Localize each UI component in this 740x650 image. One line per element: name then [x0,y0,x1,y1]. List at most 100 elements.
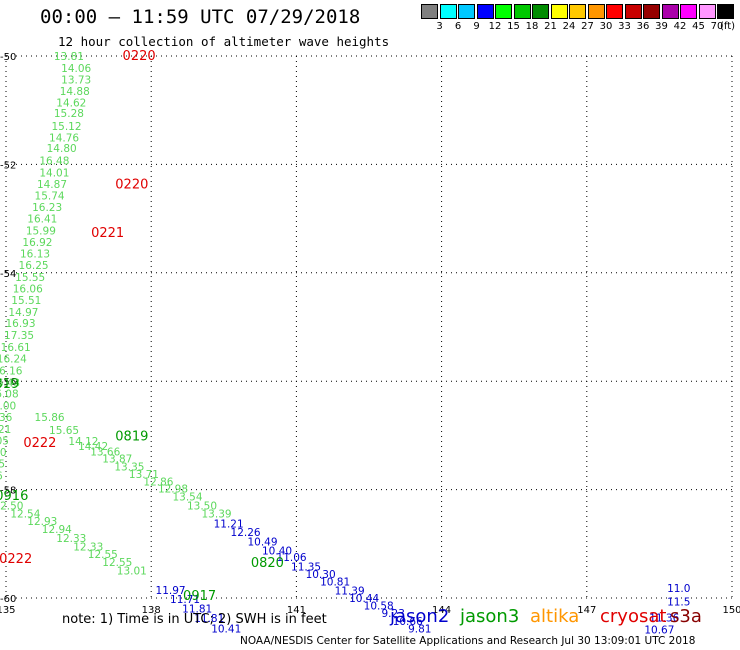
wave-height-label: 15.51 [11,295,41,307]
wave-height-label: 15.55 [15,272,45,284]
wave-height-label: 13.39 [202,508,232,520]
wave-height-label: 16.92 [22,237,52,249]
wave-height-label: 15.15 [0,459,5,471]
wave-height-label: 11.06 [277,552,307,564]
scale-swatch [513,4,531,19]
wave-height-label: 15.28 [54,108,84,120]
wave-height-label: 16.24 [0,353,27,365]
wave-height-label: 14.87 [37,179,67,191]
scale-label: 33 [618,21,631,32]
scale-swatch [680,4,697,19]
color-scale-legend: 3 6 9 12 15 18 21 24 27 30 33 36 39 42 45 70 (ft) [421,4,740,34]
scale-swatch [717,4,734,19]
wave-height-label: 15.74 [35,190,65,202]
scale-label: 45 [692,21,705,32]
satellite-legend-cryosat: cryosat [600,606,667,627]
wave-height-label: 16.25 [19,260,49,272]
wave-height-label: 13.73 [61,74,91,86]
wave-height-label: 16.43 [0,377,20,389]
wave-height-label: 10.67 [644,624,674,636]
y-tick-label: -58 [0,486,16,497]
scale-unit-label: (ft) [719,21,736,32]
pass-time-label: 0220 [115,177,148,192]
x-tick-label: 141 [287,605,306,616]
wave-height-label: 11.36 [649,613,679,625]
wave-height-label: 12.93 [27,516,57,528]
wave-height-label: 12.94 [42,524,72,536]
wave-height-label: 13.54 [172,492,202,504]
wave-height-label: 12.55 [102,557,132,569]
y-tick-label: -56 [0,377,16,388]
wave-height-label: 16.23 [32,202,62,214]
chart-title: 00:00 – 11:59 UTC 07/29/2018 [40,6,361,28]
wave-height-label: 10.30 [306,569,336,581]
scale-swatch [643,4,660,19]
scale-label: 27 [581,21,594,32]
satellite-legend-altika: altika [530,606,580,627]
wave-height-label: 9.23 [382,608,405,620]
wave-height-label: 14.01 [39,168,69,180]
scale-swatch [421,4,438,19]
scale-swatch [532,4,549,19]
wave-height-label: 10.66 [393,616,423,628]
wave-height-label: 13.87 [102,454,132,466]
scale-label: 42 [673,21,687,32]
wave-height-label: 16.00 [0,401,16,413]
wave-height-label: 12.54 [10,508,40,520]
wave-height-label: 13.50 [187,500,217,512]
scale-swatch [661,4,679,19]
wave-height-label: 13.66 [90,447,120,459]
wave-height-label: 14.88 [60,86,90,98]
satellite-legend-jason3: jason3 [460,606,520,627]
y-tick-label: -52 [0,160,16,171]
scale-swatch [698,4,716,19]
scale-swatch [606,4,623,19]
wave-height-label: 13.01 [117,565,147,577]
wave-height-label: 11.5 [667,596,690,608]
wave-height-label: 14.76 [49,132,79,144]
scale-label: 6 [454,21,462,32]
wave-height-label: 12.33 [56,533,86,545]
scale-swatch [550,4,568,19]
x-tick-label: 150 [722,605,740,616]
wave-height-label: 14.62 [56,98,86,110]
wave-height-label: 16.61 [1,342,31,354]
pass-time-label: 0820 [251,556,284,571]
scale-label: 15 [507,21,520,32]
x-tick-label: 135 [0,605,16,616]
scale-swatch [624,4,642,19]
wave-height-label: 15.65 [49,425,79,437]
wave-height-label: 11.21 [214,519,244,531]
wave-height-label: 16.08 [0,389,19,401]
scale-swatch [476,4,494,19]
wave-height-label: 14.00 [0,447,7,459]
satellite-legend-jason2: jason2 [390,606,450,627]
scale-label: 70 [710,21,724,32]
wave-height-label: 14.42 [78,441,108,453]
wave-height-label: 17.35 [4,330,34,342]
scale-label: 9 [473,21,480,32]
scale-label: 30 [599,21,613,32]
wave-height-label: 10.49 [247,537,277,549]
y-tick-label: -60 [0,594,16,605]
pass-time-label: 0221 [91,226,124,241]
pass-time-label: 0916 [0,489,28,504]
wave-height-label: 15.12 [51,121,81,133]
wave-height-label: 9.81 [408,623,431,635]
credit-line: NOAA/NESDIS Center for Satellite Applica… [240,635,696,647]
wave-height-label: 11.71 [170,594,200,606]
wave-height-label: 12.26 [231,527,261,539]
wave-height-label: 14.97 [8,307,38,319]
scale-label: 18 [525,21,539,32]
wave-height-label: 12.50 [0,500,23,512]
pass-time-label: 0819 [0,377,19,392]
scale-swatch [569,4,586,19]
wave-height-label: 11.39 [335,585,365,597]
pass-time-label: 0220 [123,49,156,64]
wave-height-label: 15.21 [0,424,11,436]
scale-label: 3 [436,21,443,32]
wave-height-label: 13.35 [114,461,144,473]
y-tick-label: -54 [0,269,16,280]
wave-height-label: 16.41 [27,214,57,226]
